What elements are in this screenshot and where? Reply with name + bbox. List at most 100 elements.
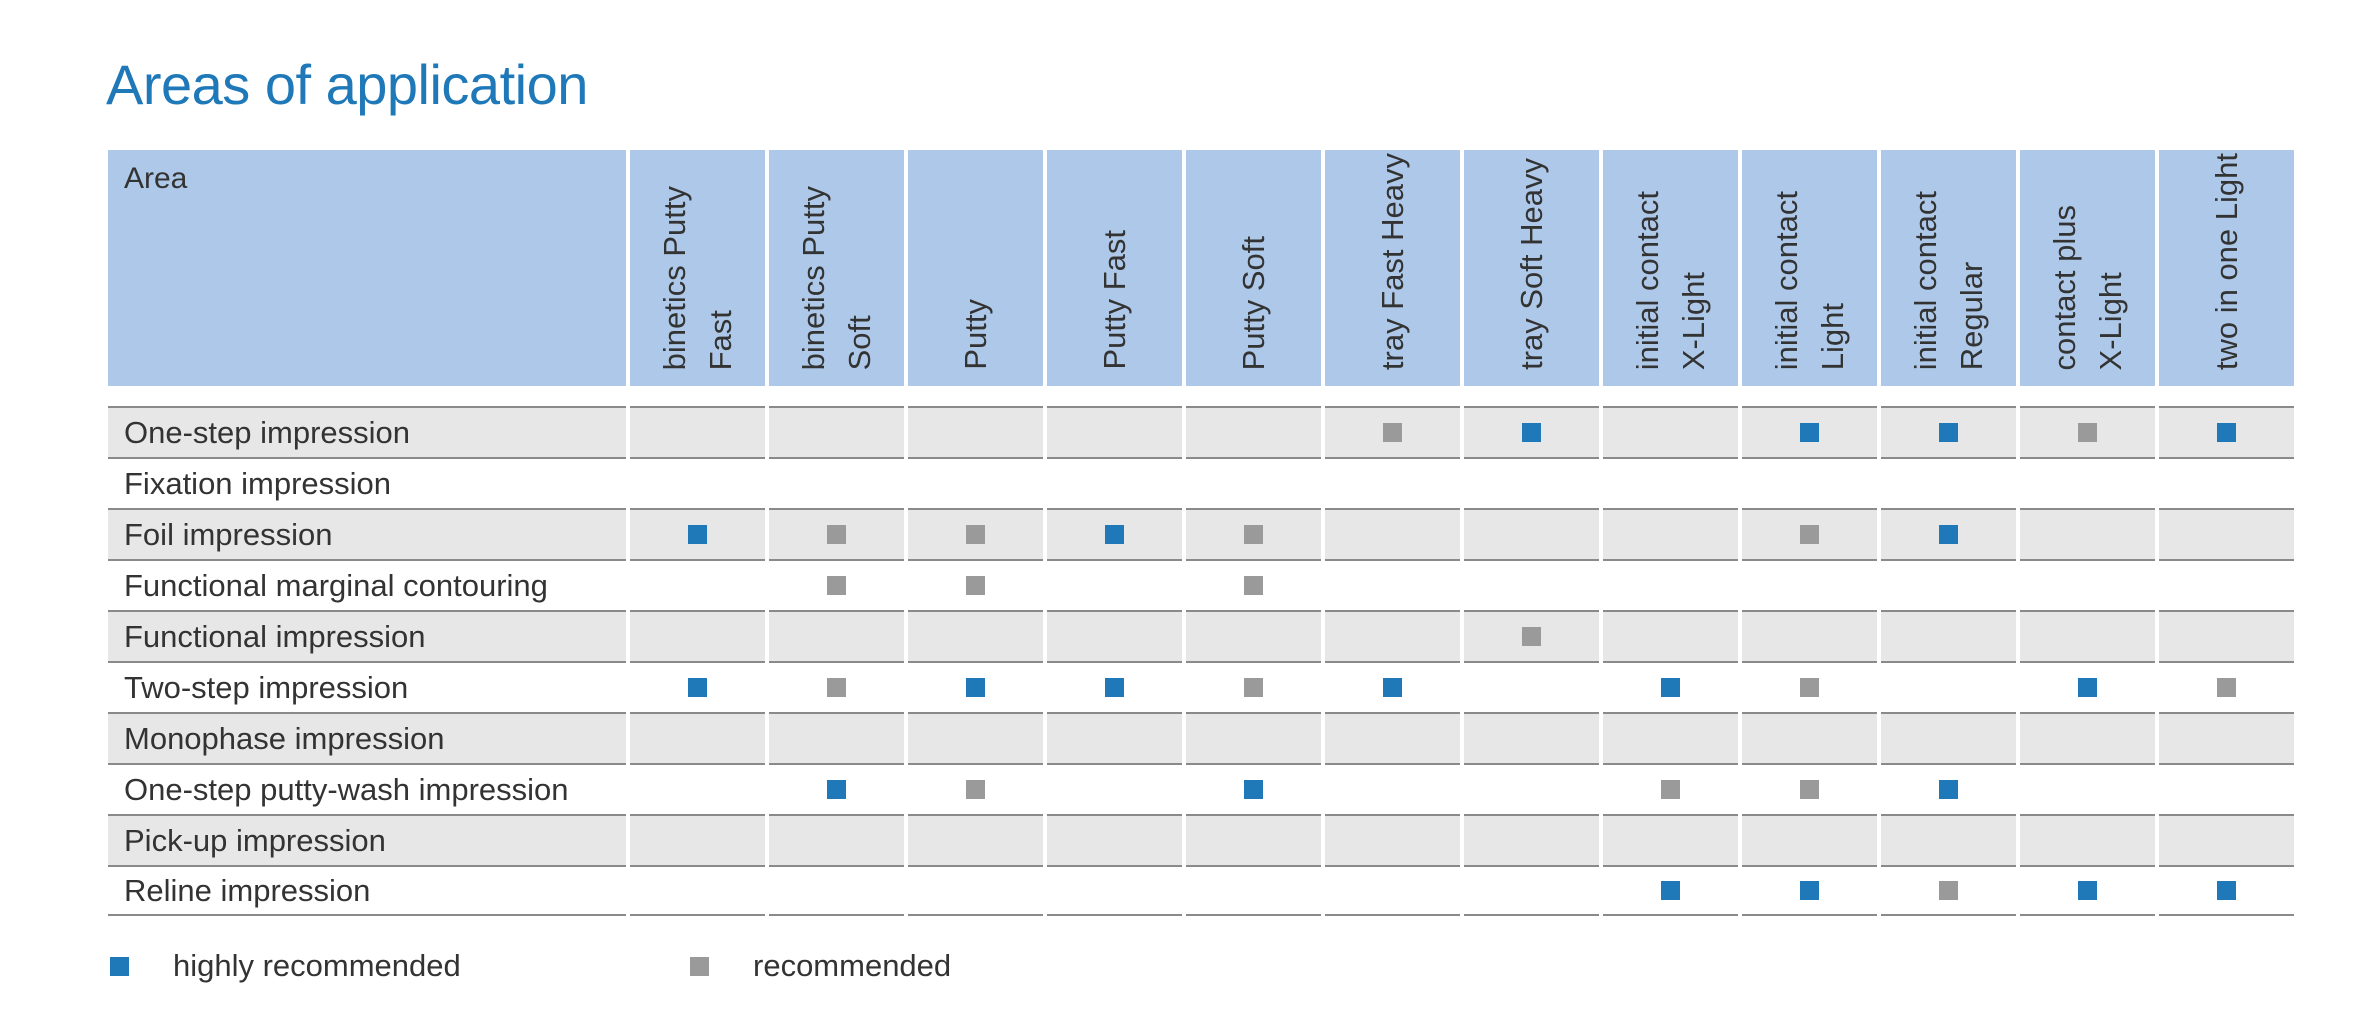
table-cell [1742, 559, 1877, 610]
table-cell [1881, 610, 2016, 661]
highly-recommended-marker-icon [688, 525, 707, 544]
table-cell [769, 406, 904, 457]
recommended-marker-icon [1522, 627, 1541, 646]
highly-recommended-marker-icon [1105, 525, 1124, 544]
table-cell [1047, 661, 1182, 712]
recommended-marker-icon [1244, 525, 1263, 544]
table-cell [908, 406, 1043, 457]
table-cell [630, 814, 765, 865]
table-cell [1742, 712, 1877, 763]
table-cell [1186, 508, 1321, 559]
table-cell [1047, 610, 1182, 661]
area-column-header: Area [108, 150, 626, 386]
table-cell [1325, 661, 1460, 712]
table-cell [1464, 559, 1599, 610]
table-cell [1881, 406, 2016, 457]
table-cell [1047, 763, 1182, 814]
recommended-marker-icon [1661, 780, 1680, 799]
table-cell [2159, 661, 2294, 712]
row-area-label: Monophase impression [108, 712, 626, 763]
table-cell [1464, 406, 1599, 457]
column-header: initial contact Light [1742, 150, 1877, 386]
table-cell [1742, 610, 1877, 661]
recommended-marker-icon [2217, 678, 2236, 697]
table-cell [1464, 508, 1599, 559]
table-cell [908, 661, 1043, 712]
table-cell [1742, 508, 1877, 559]
table-cell [1881, 712, 2016, 763]
column-header: two in one Light [2159, 150, 2294, 386]
table-cell [2159, 763, 2294, 814]
highly-recommended-marker-icon [110, 956, 129, 976]
table-cell [1325, 865, 1460, 916]
column-header: contact plus X-Light [2020, 150, 2155, 386]
row-area-label: One-step putty-wash impression [108, 763, 626, 814]
table-cell [1742, 406, 1877, 457]
table-cell [1325, 406, 1460, 457]
table-cell [1603, 457, 1738, 508]
table-cell [1186, 559, 1321, 610]
row-area-label: Functional impression [108, 610, 626, 661]
highly-recommended-marker-icon [966, 678, 985, 697]
table-cell [1186, 406, 1321, 457]
table-cell [1603, 865, 1738, 916]
highly-recommended-marker-icon [1939, 780, 1958, 799]
table-cell [2159, 814, 2294, 865]
row-area-label: Pick-up impression [108, 814, 626, 865]
highly-recommended-marker-icon [1800, 423, 1819, 442]
table-cell [769, 559, 904, 610]
table-cell [2020, 661, 2155, 712]
highly-recommended-marker-icon [1383, 678, 1402, 697]
table-cell [2159, 610, 2294, 661]
table-cell [1742, 661, 1877, 712]
table-cell [1047, 712, 1182, 763]
column-header-label: binetics Putty Fast [656, 185, 738, 370]
table-cell [769, 610, 904, 661]
table-cell [1742, 865, 1877, 916]
table-cell [908, 865, 1043, 916]
column-header-label: contact plus X-Light [2046, 204, 2128, 370]
table-cell [1325, 712, 1460, 763]
table-cell [2159, 712, 2294, 763]
column-header: Putty [908, 150, 1043, 386]
table-cell [1742, 814, 1877, 865]
table-cell [1325, 457, 1460, 508]
table-cell [630, 559, 765, 610]
table-cell [630, 508, 765, 559]
recommended-marker-icon [966, 576, 985, 595]
recommended-marker-icon [1800, 525, 1819, 544]
table-cell [1603, 508, 1738, 559]
table-cell [769, 763, 904, 814]
table-cell [2159, 457, 2294, 508]
table-cell [1881, 661, 2016, 712]
row-area-label: Reline impression [108, 865, 626, 916]
application-table: Area binetics Putty Fast binetics Putty … [108, 150, 2294, 916]
column-header: initial contact X-Light [1603, 150, 1738, 386]
highly-recommended-marker-icon [2217, 423, 2236, 442]
table-cell [908, 610, 1043, 661]
table-cell [2159, 559, 2294, 610]
table-cell [2020, 559, 2155, 610]
table-cell [769, 661, 904, 712]
table-cell [1047, 865, 1182, 916]
highly-recommended-marker-icon [688, 678, 707, 697]
table-cell [769, 508, 904, 559]
table-cell [1881, 763, 2016, 814]
table-cell [1603, 559, 1738, 610]
recommended-marker-icon [1244, 678, 1263, 697]
table-cell [1603, 814, 1738, 865]
table-cell [1881, 814, 2016, 865]
table-cell [2020, 457, 2155, 508]
recommended-marker-icon [2078, 423, 2097, 442]
table-cell [1881, 457, 2016, 508]
table-cell [1742, 457, 1877, 508]
column-header: Putty Soft [1186, 150, 1321, 386]
table-cell [1186, 661, 1321, 712]
recommended-marker-icon [966, 780, 985, 799]
highly-recommended-marker-icon [1661, 881, 1680, 900]
row-area-label: One-step impression [108, 406, 626, 457]
table-cell [1325, 814, 1460, 865]
highly-recommended-marker-icon [1800, 881, 1819, 900]
table-cell [1742, 763, 1877, 814]
table-cell [1464, 610, 1599, 661]
